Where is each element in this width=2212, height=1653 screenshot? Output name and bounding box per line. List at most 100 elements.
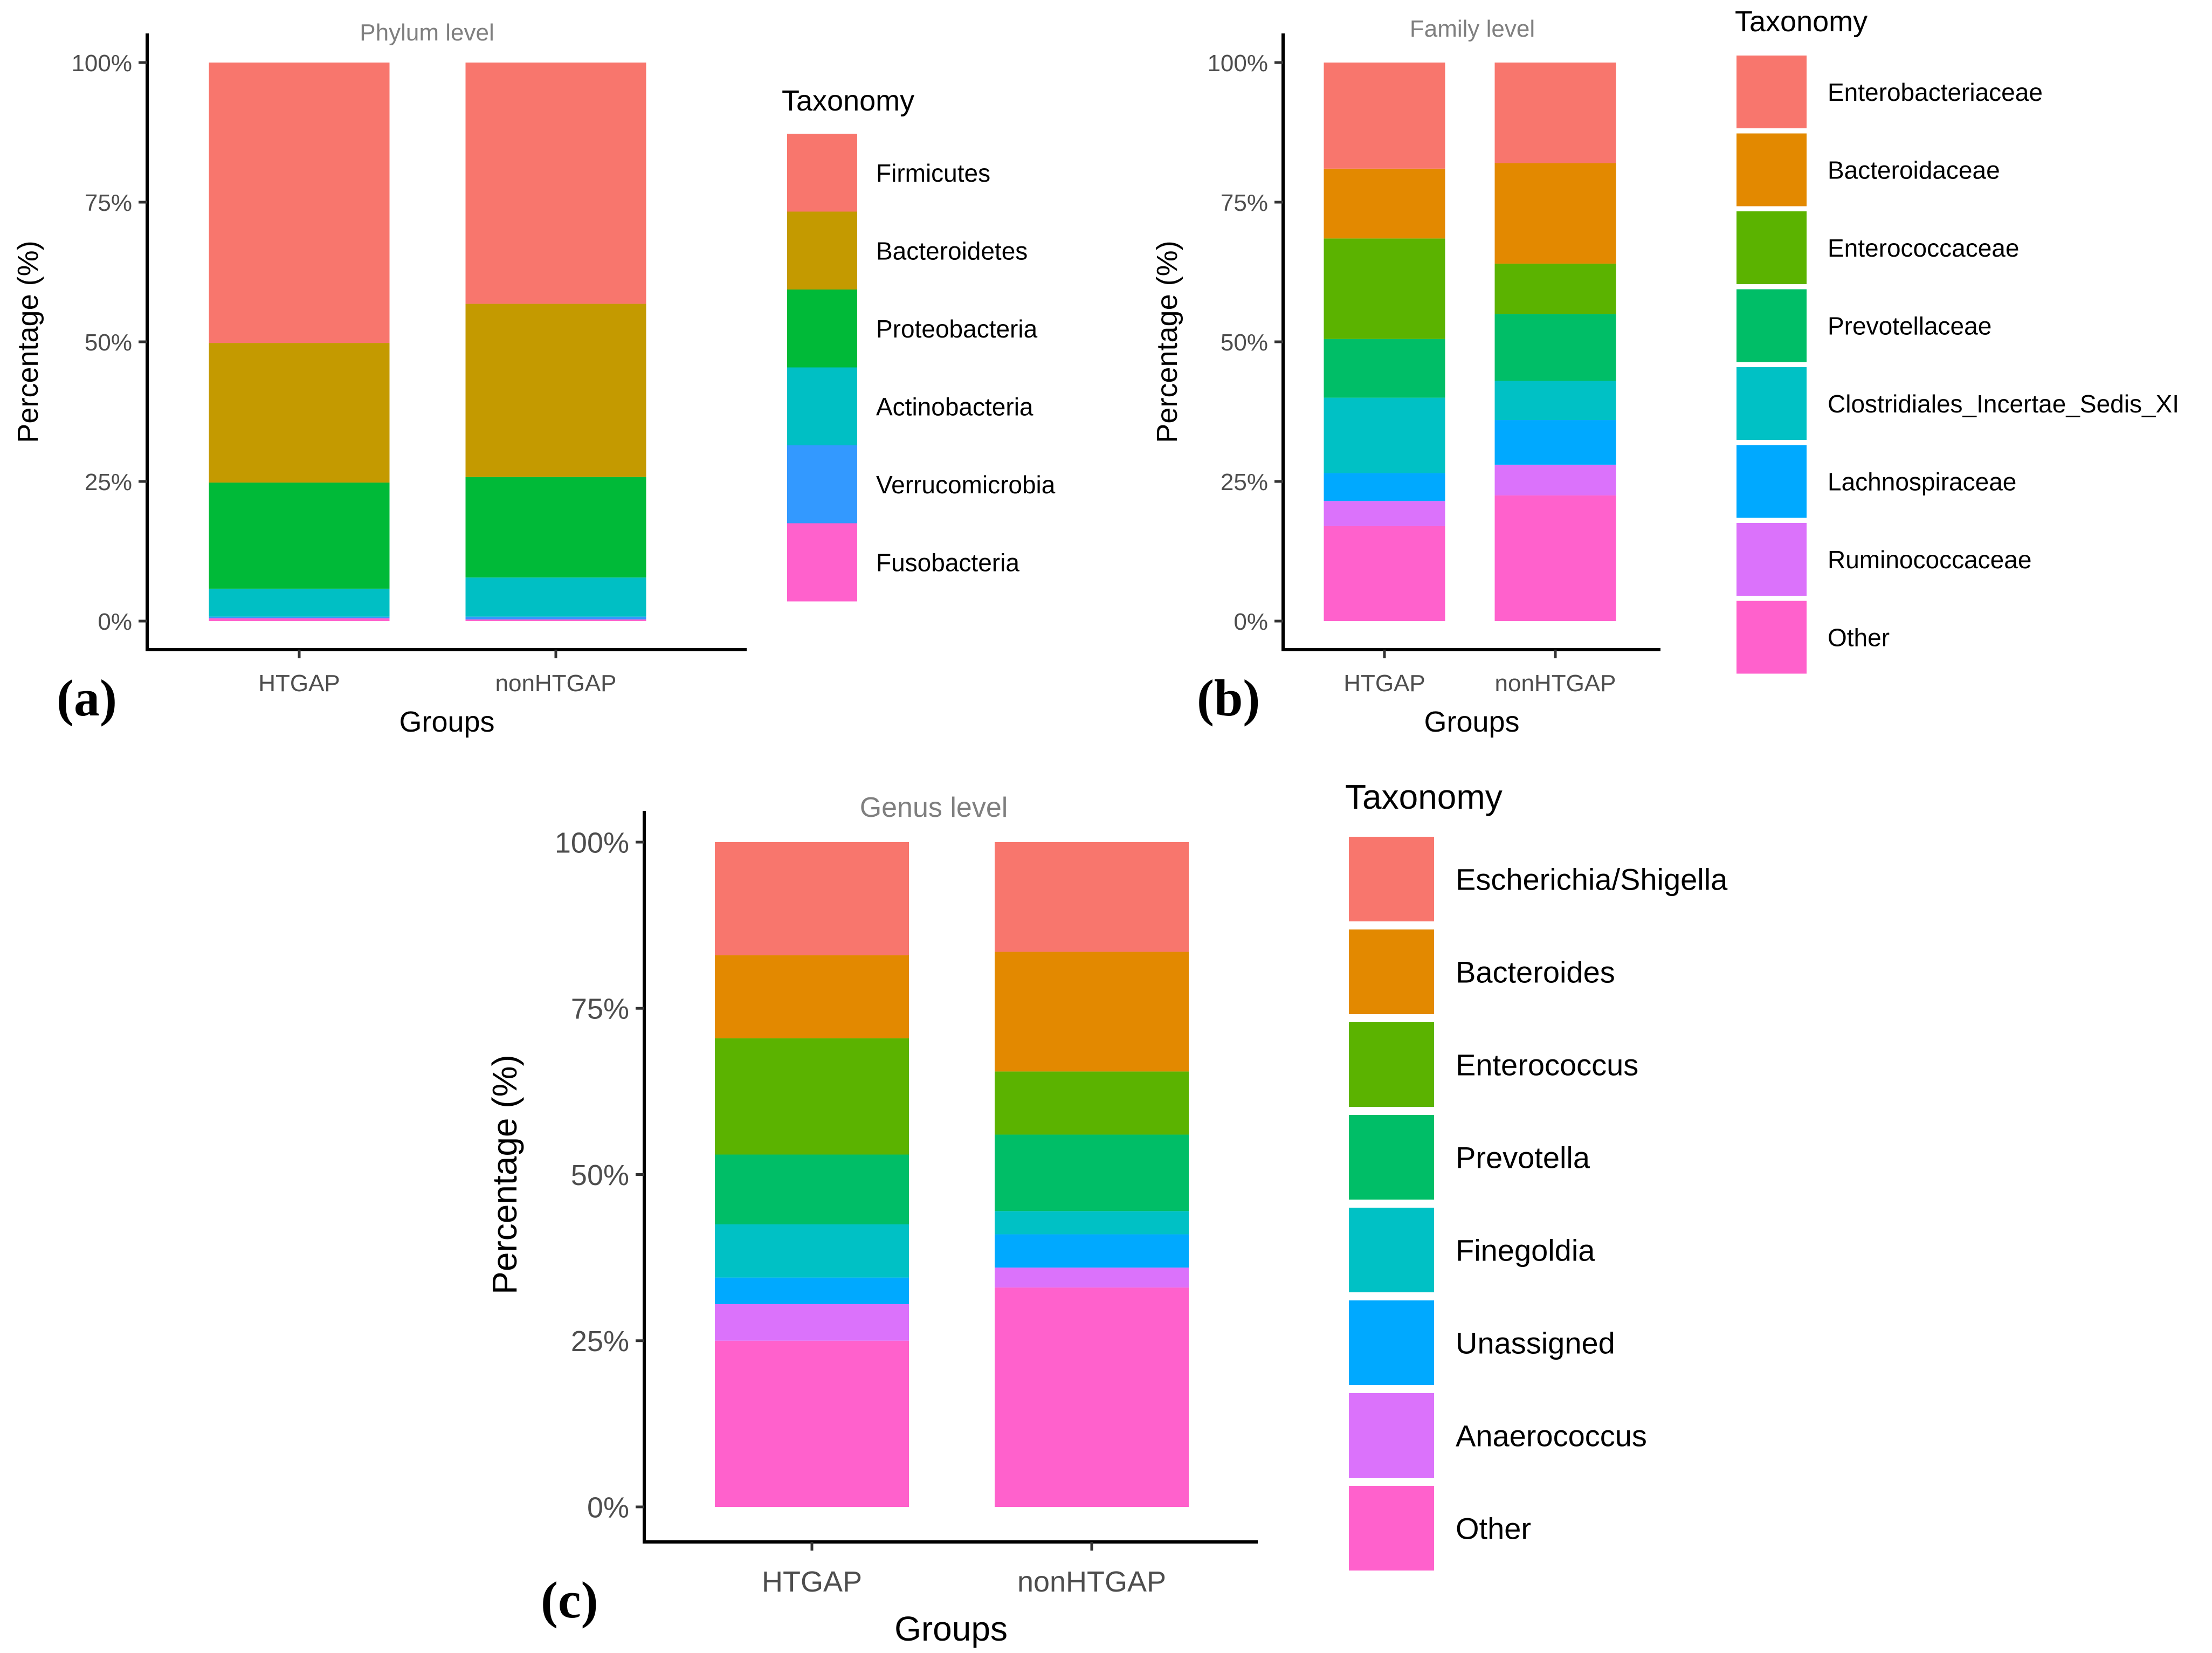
bar-segment (1324, 526, 1445, 621)
legend-label: Verrucomicrobia (876, 471, 1056, 499)
y-tick-label: 100% (71, 50, 132, 77)
y-tick-label: 100% (555, 826, 629, 859)
y-tick-label: 25% (1221, 469, 1268, 495)
legend-swatch (1736, 445, 1807, 518)
bar-segment (465, 616, 646, 619)
bar-segment (995, 842, 1189, 952)
x-tick-label: nonHTGAP (1495, 670, 1616, 697)
legend-label: Bacteroidetes (876, 237, 1028, 265)
legend-label: Actinobacteria (876, 393, 1033, 421)
legend-label: Enterococcus (1456, 1048, 1638, 1082)
y-axis-title: Percentage (%) (1151, 240, 1183, 443)
bar-segment (209, 618, 390, 621)
legend-swatch (1736, 133, 1807, 206)
bar-segment (1494, 381, 1616, 421)
chart-panel-b: Family level 0% 25% 50% 75% 100% HTGAP nonHTGAP… (1151, 5, 2179, 738)
legend-swatch (787, 211, 857, 290)
legend-swatch (1349, 1393, 1434, 1478)
bar-segment (209, 63, 390, 343)
bar-segment (715, 1277, 909, 1304)
chart-title: Genus level (860, 792, 1008, 823)
chart-panel-a: Phylum level 0% 25% 50% 75% 100% HTGAP nonHTGAP… (12, 19, 1056, 738)
legend-swatch (1736, 367, 1807, 440)
y-tick-label: 100% (1207, 50, 1268, 77)
legend-swatch (787, 445, 857, 524)
bar-segment (1494, 464, 1616, 495)
x-tick-label: HTGAP (258, 670, 340, 697)
legend-label: Prevotella (1456, 1141, 1590, 1175)
y-tick-label: 50% (571, 1159, 629, 1191)
legend-swatch (1349, 929, 1434, 1014)
bar-segment (715, 1038, 909, 1155)
bar-segment (995, 1134, 1189, 1211)
bar-segment (209, 343, 390, 483)
bar-segment (715, 1304, 909, 1341)
legend-swatch (787, 290, 857, 368)
y-tick-label: 50% (1221, 329, 1268, 356)
legend-swatch (1736, 56, 1807, 128)
y-tick-label: 0% (1234, 609, 1268, 635)
legend-label: Fusobacteria (876, 549, 1019, 577)
x-axis-title: Groups (1424, 706, 1519, 738)
x-axis-title: Groups (399, 706, 494, 738)
x-tick-label: nonHTGAP (1017, 1566, 1166, 1598)
bar-segment (995, 1211, 1189, 1235)
bar-segment (1494, 314, 1616, 381)
bar-segment (465, 63, 646, 304)
y-tick-label: 25% (85, 469, 132, 495)
legend-label: Finegoldia (1456, 1234, 1595, 1268)
x-tick-label: nonHTGAP (495, 670, 617, 697)
bar-segment (1494, 163, 1616, 264)
legend-swatch (787, 367, 857, 446)
y-tick-label: 75% (85, 190, 132, 216)
x-tick-label: HTGAP (762, 1566, 862, 1598)
y-tick-label: 25% (571, 1325, 629, 1358)
legend-label: Anaerococcus (1456, 1419, 1647, 1453)
bar-segment (465, 619, 646, 621)
legend-swatch (1736, 523, 1807, 596)
bar-segment (1324, 238, 1445, 339)
chart-title: Phylum level (360, 19, 494, 46)
legend-label: Unassigned (1456, 1326, 1615, 1360)
legend-label: Other (1456, 1512, 1531, 1546)
bar-segment (995, 952, 1189, 1072)
panel-label-b: (b) (1197, 669, 1260, 727)
y-tick-label: 75% (1221, 190, 1268, 216)
legend-label: Ruminococcaceae (1828, 546, 2031, 574)
x-axis-title: Groups (894, 1609, 1008, 1648)
bar-segment (1324, 339, 1445, 398)
x-tick-label: HTGAP (1343, 670, 1425, 697)
legend-title: Taxonomy (1735, 5, 1868, 38)
bar-segment (465, 477, 646, 578)
legend-label: Firmicutes (876, 159, 990, 187)
bar-segment (1494, 63, 1616, 163)
bar-segment (715, 842, 909, 955)
bar-segment (995, 1071, 1189, 1135)
panel-label-a: (a) (57, 669, 117, 727)
legend-label: Bacteroides (1456, 955, 1615, 989)
bar-segment (715, 1340, 909, 1507)
chart-panel-c: Genus level 0% 25% 50% 75% 100% HTGAP nonHTGAP G… (485, 777, 1728, 1648)
bar-segment (1324, 473, 1445, 501)
legend-swatch (1349, 1486, 1434, 1571)
legend-title: Taxonomy (782, 85, 914, 117)
bar-segment (1494, 420, 1616, 465)
legend-label: Clostridiales_Incertae_Sedis_XI (1828, 390, 2179, 418)
bar-segment (715, 1224, 909, 1278)
legend-swatch (1736, 601, 1807, 674)
bar-segment (715, 1154, 909, 1224)
bar-segment (1324, 63, 1445, 169)
bar-segment (465, 304, 646, 477)
y-tick-label: 50% (85, 329, 132, 356)
legend-title: Taxonomy (1345, 777, 1503, 816)
legend-label: Prevotellaceae (1828, 312, 1992, 340)
bar-segment (1494, 495, 1616, 621)
bar-segment (209, 588, 390, 617)
y-axis-title: Percentage (%) (12, 240, 44, 443)
legend-swatch (1736, 289, 1807, 362)
y-axis-title: Percentage (%) (485, 1055, 524, 1294)
legend-label: Enterobacteriaceae (1828, 78, 2043, 106)
legend-label: Proteobacteria (876, 315, 1038, 343)
legend-label: Escherichia/Shigella (1456, 863, 1728, 897)
